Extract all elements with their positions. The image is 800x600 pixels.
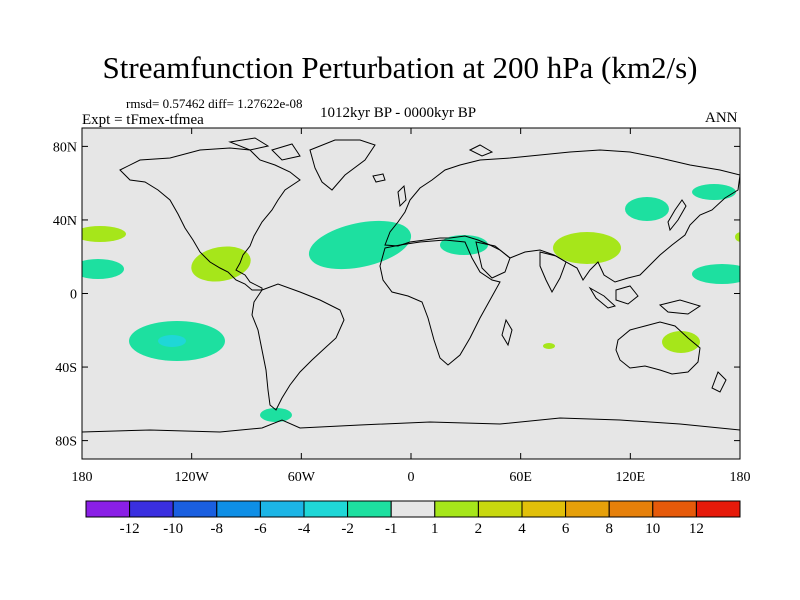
colorbar-box — [434, 500, 479, 518]
anomaly-east-edge — [735, 232, 740, 242]
anomaly-ne-asia — [625, 197, 669, 221]
colorbar-box — [608, 500, 654, 518]
y-tick-label: 80S — [55, 435, 77, 450]
map-background — [82, 128, 740, 459]
coast-new-zealand — [711, 371, 727, 393]
colorbar-box — [695, 500, 741, 518]
colorbar-box — [652, 500, 697, 518]
colorbar-box — [85, 500, 131, 518]
x-tick-label: 180 — [730, 470, 751, 485]
x-tick-label: 0 — [408, 470, 415, 485]
colorbar-label: 4 — [518, 521, 526, 537]
coast-greenland — [309, 139, 376, 191]
coast-madagascar — [501, 318, 513, 347]
anomaly-n-africa — [440, 235, 488, 255]
coast-africa — [379, 239, 501, 366]
anomaly-n-atlantic — [308, 220, 412, 270]
colorbar-label: -1 — [385, 521, 398, 537]
colorbar-label: 8 — [605, 521, 613, 537]
y-tick-label: 40S — [55, 361, 77, 376]
anomaly-s-atlantic — [260, 408, 292, 422]
anomaly-s-pacific-core — [158, 335, 186, 347]
coast-japan — [667, 199, 687, 232]
colorbar-box — [347, 500, 392, 518]
coast-new-guinea — [658, 299, 702, 315]
coast-borneo — [615, 285, 639, 305]
anomaly-e-australia — [662, 331, 700, 353]
colorbar-labels: -12 -10 -8 -6 -4 -2 -1 1 2 4 6 8 10 12 — [120, 521, 704, 537]
axis-ticks — [81, 128, 741, 459]
y-tick-label: 40N — [53, 214, 77, 229]
colorbar-box — [172, 500, 218, 518]
x-tick-labels: 180 120W 60W 0 60E 120E 180 — [72, 470, 751, 485]
colorbar-box — [216, 500, 261, 518]
colorbar-label: -6 — [254, 521, 267, 537]
x-tick-label: 120W — [175, 470, 210, 485]
colorbar-label: -2 — [341, 521, 354, 537]
colorbar-label: 6 — [562, 521, 570, 537]
colorbar-box — [129, 500, 174, 518]
chart-title: Streamfunction Perturbation at 200 hPa (… — [102, 50, 698, 85]
coast-uk — [397, 184, 407, 208]
coast-arabia — [475, 241, 511, 279]
x-tick-label: 120E — [616, 470, 646, 485]
colorbar-label: 12 — [689, 521, 704, 537]
anomaly-tibet — [553, 232, 621, 264]
coastlines — [82, 137, 740, 433]
anomaly-layer — [82, 184, 740, 422]
colorbar-box — [390, 500, 436, 518]
x-tick-label: 180 — [72, 470, 93, 485]
coast-iceland — [372, 173, 386, 183]
season-label: ANN — [705, 110, 738, 126]
colorbar-label: -4 — [298, 521, 311, 537]
colorbar-label: -10 — [163, 521, 183, 537]
colorbar-label: 10 — [645, 521, 660, 537]
period-label: 1012kyr BP - 0000kyr BP — [320, 105, 477, 121]
stats-line: rmsd= 0.57462 diff= 1.27622e-08 — [126, 96, 303, 111]
colorbar — [85, 500, 741, 518]
coast-australia — [615, 321, 701, 375]
x-tick-label: 60E — [509, 470, 532, 485]
experiment-label: Expt = tFmex-tfmea — [82, 112, 204, 128]
coast-antarctica — [82, 417, 740, 433]
coast-sumatra — [588, 286, 617, 309]
colorbar-label: -8 — [211, 521, 224, 537]
colorbar-box — [259, 500, 305, 518]
coast-south-america — [251, 283, 345, 411]
colorbar-box — [565, 500, 610, 518]
colorbar-box — [521, 500, 567, 518]
colorbar-box — [477, 500, 523, 518]
anomaly-small-patch — [543, 343, 555, 349]
colorbar-label: 1 — [431, 521, 439, 537]
colorbar-box — [303, 500, 349, 518]
colorbar-label: -12 — [120, 521, 140, 537]
coast-north-america — [119, 147, 301, 291]
coast-arctic-islands — [228, 137, 494, 161]
x-tick-label: 60W — [288, 470, 316, 485]
anomaly-subtropical-w-pacific — [692, 264, 740, 284]
coast-india — [539, 251, 567, 294]
y-tick-labels: 80N 40N 0 40S 80S — [53, 140, 77, 449]
colorbar-label: 2 — [475, 521, 483, 537]
anomaly-nw-pacific — [692, 184, 736, 200]
y-tick-label: 80N — [53, 140, 77, 155]
y-tick-label: 0 — [70, 288, 77, 303]
anomaly-n-pacific-west — [82, 226, 126, 242]
coast-eurasia — [384, 149, 740, 283]
anomaly-subtropical-e-pacific — [82, 259, 124, 279]
anomaly-central-america — [191, 246, 251, 282]
